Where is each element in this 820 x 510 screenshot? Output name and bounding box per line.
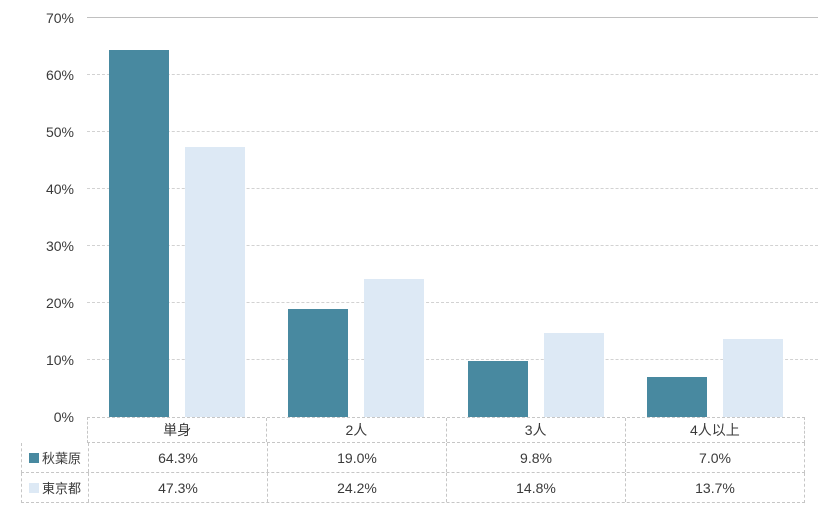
bar-秋葉原-3人: [467, 361, 528, 417]
category-header-3nin: 3人: [445, 418, 625, 442]
series-label-akihabara: 秋葉原: [41, 451, 81, 466]
y-axis-label: 40%: [45, 181, 74, 197]
value-akihabara-2nin: 19.0%: [267, 443, 446, 472]
category-header-2nin: 2人: [266, 418, 445, 442]
bar-秋葉原-単身: [108, 50, 169, 417]
category-header-4nin-ijou: 4人以上: [624, 418, 804, 442]
value-akihabara-4nin: 7.0%: [625, 443, 804, 472]
series-label-tokyo: 東京都: [41, 481, 81, 496]
gridline: [87, 302, 818, 303]
value-tokyo-3nin: 14.8%: [446, 473, 625, 502]
value-tokyo-2nin: 24.2%: [267, 473, 446, 502]
y-axis-label: 50%: [45, 124, 74, 140]
gridline: [87, 188, 818, 189]
legend-swatch-akihabara-icon: [28, 452, 39, 463]
legend-cell-akihabara: 秋葉原: [22, 443, 88, 472]
gridline: [87, 245, 818, 246]
y-axis-label: 60%: [45, 67, 74, 83]
bar-東京都-単身: [184, 147, 245, 417]
y-axis-label: 30%: [45, 238, 74, 254]
value-akihabara-tanshin: 64.3%: [88, 443, 267, 472]
table-row-akihabara: 秋葉原 64.3% 19.0% 9.8% 7.0%: [21, 443, 805, 473]
gridline: [87, 131, 818, 132]
data-table: 単身 2人 3人 4人以上 秋葉原 64.3% 19.0% 9.8% 7.0% …: [21, 417, 805, 503]
bar-秋葉原-4人以上: [647, 377, 708, 417]
y-axis-label: 10%: [45, 352, 74, 368]
value-tokyo-4nin: 13.7%: [625, 473, 804, 502]
gridline: [87, 17, 818, 18]
table-row-tokyo: 東京都 47.3% 24.2% 14.8% 13.7%: [21, 473, 805, 503]
table-header-row: 単身 2人 3人 4人以上: [87, 417, 805, 443]
gridline: [87, 359, 818, 360]
legend-swatch-tokyo-icon: [28, 482, 39, 493]
bar-東京都-4人以上: [723, 338, 784, 417]
bar-秋葉原-2人: [288, 308, 349, 417]
y-axis-label: 0%: [53, 409, 74, 425]
y-axis-label: 70%: [45, 10, 74, 26]
bar-東京都-2人: [364, 279, 425, 417]
value-tokyo-tanshin: 47.3%: [88, 473, 267, 502]
value-akihabara-3nin: 9.8%: [446, 443, 625, 472]
category-header-tanshin: 単身: [163, 422, 192, 438]
legend-cell-tokyo: 東京都: [22, 473, 88, 502]
bar-東京都-3人: [543, 332, 604, 417]
gridline: [87, 74, 818, 75]
y-axis-label: 20%: [45, 295, 74, 311]
